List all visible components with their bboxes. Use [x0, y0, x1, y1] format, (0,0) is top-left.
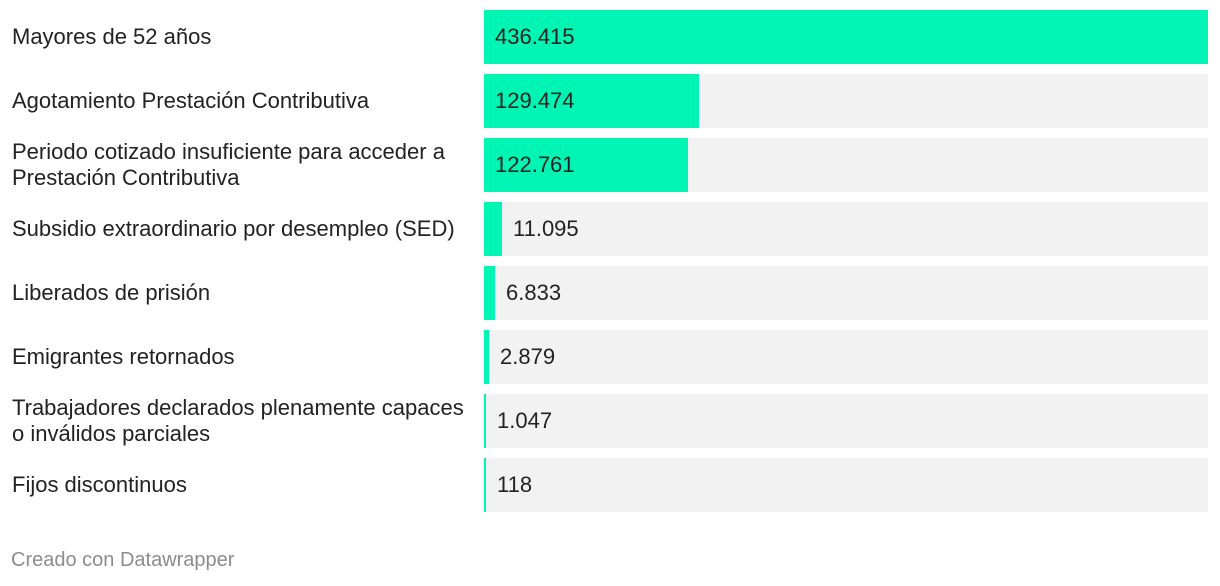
bar — [484, 74, 699, 128]
value-label: 2.879 — [500, 344, 556, 369]
bar — [484, 458, 486, 512]
bar-row: Fijos discontinuos 118 — [0, 458, 1220, 512]
category-label: Fijos discontinuos — [12, 472, 187, 497]
bar-chart: Mayores de 52 años 436.415 Agotamiento Pre… — [0, 10, 1220, 512]
bar-track: 11.095 — [484, 202, 1208, 256]
bar-track: 2.879 — [484, 330, 1208, 384]
bar — [484, 394, 486, 448]
bar — [484, 202, 502, 256]
category-label: Emigrantes retornados — [12, 344, 235, 369]
bar-track: 1.047 — [484, 394, 1208, 448]
value-label: 1.047 — [497, 408, 553, 433]
value-label: 129.474 — [495, 88, 575, 113]
bar-track: 122.761 — [484, 138, 1208, 192]
category-label: Agotamiento Prestación Contributiva — [12, 88, 370, 113]
bar — [484, 266, 495, 320]
bar — [484, 10, 1208, 64]
category-label: Subsidio extraordinario por desempleo (S… — [12, 216, 455, 241]
bar-row: Liberados de prisión 6.833 — [0, 266, 1220, 320]
bar-row: Periodo cotizado insuficiente para acced… — [0, 138, 1220, 192]
bar — [484, 138, 688, 192]
value-label: 11.095 — [513, 216, 579, 241]
bar-track: 129.474 — [484, 74, 1208, 128]
category-label: Trabajadores declarados plenamente capac… — [12, 395, 464, 446]
category-label: Liberados de prisión — [12, 280, 211, 305]
bar — [484, 330, 489, 384]
datawrapper-credit[interactable]: Creado con Datawrapper — [11, 549, 235, 571]
category-label: Mayores de 52 años — [12, 24, 212, 49]
bar-row: Emigrantes retornados 2.879 — [0, 330, 1220, 384]
bar-track: 6.833 — [484, 266, 1208, 320]
bar-row: Mayores de 52 años 436.415 — [0, 10, 1220, 64]
value-label: 122.761 — [495, 152, 575, 177]
bar-track: 436.415 — [484, 10, 1208, 64]
value-label: 118 — [497, 472, 533, 497]
bar-track: 118 — [484, 458, 1208, 512]
category-label: Periodo cotizado insuficiente para acced… — [12, 139, 445, 190]
bar-row: Trabajadores declarados plenamente capac… — [0, 394, 1220, 448]
value-label: 6.833 — [506, 280, 562, 305]
bar-row: Subsidio extraordinario por desempleo (S… — [0, 202, 1220, 256]
bar-row: Agotamiento Prestación Contributiva 129.4… — [0, 74, 1220, 128]
value-label: 436.415 — [495, 24, 575, 49]
